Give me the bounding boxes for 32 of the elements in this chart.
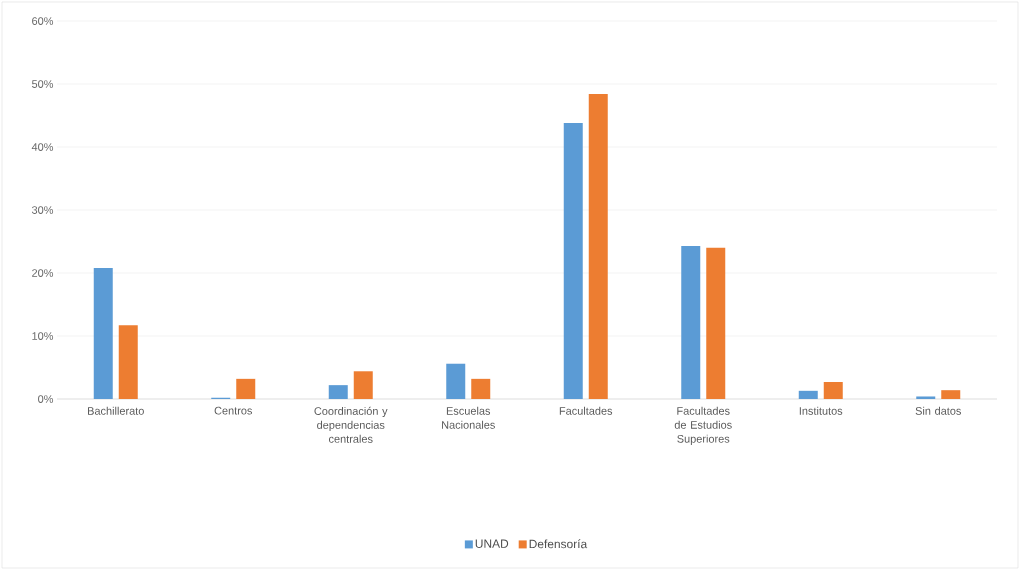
legend-label: UNAD xyxy=(475,539,509,548)
y-tick-label: 0% xyxy=(38,395,54,403)
y-tick-label: 60% xyxy=(32,17,54,25)
bar xyxy=(798,390,818,399)
y-tick-label: 30% xyxy=(31,206,54,214)
x-tick-label: Facultades de Estudios Superiores xyxy=(674,406,732,445)
y-tick-label: 10% xyxy=(32,332,54,340)
bar xyxy=(681,245,701,399)
bar xyxy=(446,363,466,399)
y-tick-label: 20% xyxy=(32,269,54,277)
bar xyxy=(93,267,113,399)
x-tick-label: Bachillerato xyxy=(88,406,144,415)
bar xyxy=(236,378,256,399)
y-tick-label: 40% xyxy=(31,143,54,151)
bar xyxy=(118,325,138,399)
bar xyxy=(353,371,373,399)
legend-label: Defensoría xyxy=(529,539,588,549)
y-tick-label: 50% xyxy=(31,80,54,88)
bar xyxy=(941,390,961,399)
bar xyxy=(706,247,726,399)
x-tick-label: Sin datos xyxy=(915,406,961,415)
bar xyxy=(328,385,348,399)
bar xyxy=(471,378,491,399)
bar xyxy=(916,396,936,399)
bar xyxy=(563,123,583,399)
x-tick-label: Coordinación y dependencias centrales xyxy=(314,406,388,443)
x-tick-label: Facultades xyxy=(559,406,613,415)
x-tick-label: Centros xyxy=(214,406,253,415)
bar xyxy=(588,94,608,399)
x-tick-label: Institutos xyxy=(799,406,843,415)
x-tick-label: Escuelas Nacionales xyxy=(442,406,495,429)
bar xyxy=(823,381,843,399)
